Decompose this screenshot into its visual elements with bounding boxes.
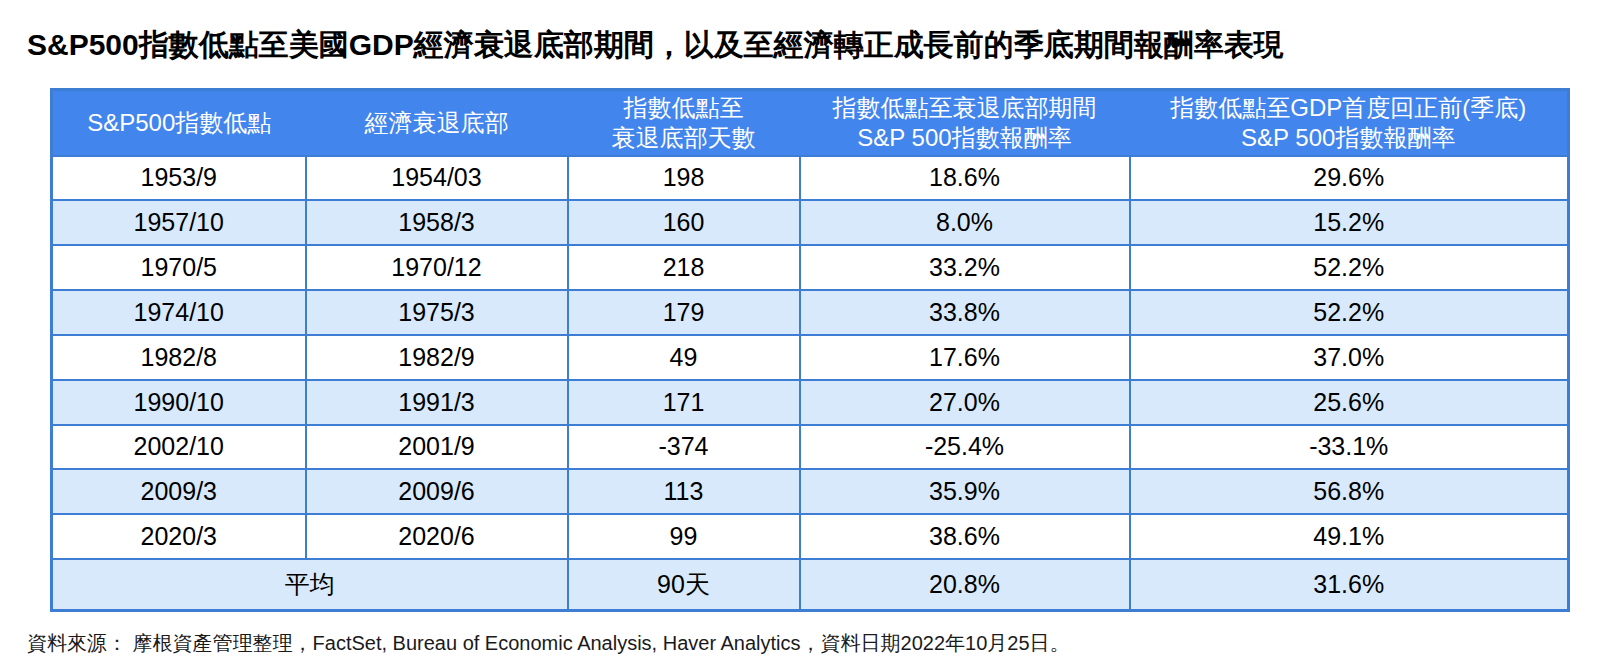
column-header-days: 指數低點至衰退底部天數 <box>568 90 800 156</box>
table-cell: 38.6% <box>800 514 1130 559</box>
table-cell: 198 <box>568 156 800 201</box>
column-header-gdp-return: 指數低點至GDP首度回正前(季底)S&P 500指數報酬率 <box>1130 90 1569 156</box>
table-cell: 2002/10 <box>52 425 306 470</box>
returns-table: S&P500指數低點 經濟衰退底部 指數低點至衰退底部天數 指數低點至衰退底部期… <box>50 88 1570 612</box>
table-cell: 8.0% <box>800 200 1130 245</box>
table-row: 2002/10 2001/9 -374 -25.4% -33.1% <box>52 425 1569 470</box>
table-cell: 33.8% <box>800 290 1130 335</box>
table-row: 1953/9 1954/03 198 18.6% 29.6% <box>52 156 1569 201</box>
average-days-cell: 90天 <box>568 559 800 610</box>
table-cell: 113 <box>568 469 800 514</box>
header-line: 指數低點至 <box>568 93 800 123</box>
table-cell: 1975/3 <box>306 290 568 335</box>
average-label-cell: 平均 <box>52 559 568 610</box>
table-cell: 17.6% <box>800 335 1130 380</box>
table-cell: -374 <box>568 425 800 470</box>
header-row: S&P500指數低點 經濟衰退底部 指數低點至衰退底部天數 指數低點至衰退底部期… <box>52 90 1569 156</box>
table-row: 1990/10 1991/3 171 27.0% 25.6% <box>52 380 1569 425</box>
table-cell: 1953/9 <box>52 156 306 201</box>
table-row: 1957/10 1958/3 160 8.0% 15.2% <box>52 200 1569 245</box>
source-note: 資料來源： 摩根資產管理整理，FactSet, Bureau of Econom… <box>27 630 1070 656</box>
table-cell: 2001/9 <box>306 425 568 470</box>
header-line: S&P500指數低點 <box>53 108 306 138</box>
header-line: S&P 500指數報酬率 <box>1130 123 1568 153</box>
column-header-recession-bottom: 經濟衰退底部 <box>306 90 568 156</box>
table-cell: -33.1% <box>1130 425 1569 470</box>
table-cell: 1982/8 <box>52 335 306 380</box>
table-cell: 99 <box>568 514 800 559</box>
header-line: 經濟衰退底部 <box>306 108 568 138</box>
table-cell: 1970/12 <box>306 245 568 290</box>
table-cell: 1991/3 <box>306 380 568 425</box>
table-cell: 1970/5 <box>52 245 306 290</box>
table-cell: 171 <box>568 380 800 425</box>
table-cell: 1958/3 <box>306 200 568 245</box>
table-cell: 49 <box>568 335 800 380</box>
header-line: S&P 500指數報酬率 <box>800 123 1130 153</box>
column-header-recession-return: 指數低點至衰退底部期間S&P 500指數報酬率 <box>800 90 1130 156</box>
table-cell: 1974/10 <box>52 290 306 335</box>
table-cell: 49.1% <box>1130 514 1569 559</box>
table-cell: 160 <box>568 200 800 245</box>
table-row: 1974/10 1975/3 179 33.8% 52.2% <box>52 290 1569 335</box>
average-gdp-return-cell: 31.6% <box>1130 559 1569 610</box>
average-recession-return-cell: 20.8% <box>800 559 1130 610</box>
table-row: 2009/3 2009/6 113 35.9% 56.8% <box>52 469 1569 514</box>
table-cell: 18.6% <box>800 156 1130 201</box>
table-cell: 52.2% <box>1130 245 1569 290</box>
table-cell: 37.0% <box>1130 335 1569 380</box>
table-cell: 52.2% <box>1130 290 1569 335</box>
table-cell: 35.9% <box>800 469 1130 514</box>
header-line: 指數低點至GDP首度回正前(季底) <box>1130 93 1568 123</box>
table-cell: 1990/10 <box>52 380 306 425</box>
average-row: 平均 90天 20.8% 31.6% <box>52 559 1569 610</box>
table-body: 1953/9 1954/03 198 18.6% 29.6% 1957/10 1… <box>52 156 1569 611</box>
table-cell: 1982/9 <box>306 335 568 380</box>
table-cell: 2009/3 <box>52 469 306 514</box>
table-cell: 15.2% <box>1130 200 1569 245</box>
table-row: 1970/5 1970/12 218 33.2% 52.2% <box>52 245 1569 290</box>
table-cell: 179 <box>568 290 800 335</box>
table-cell: 1954/03 <box>306 156 568 201</box>
table-cell: 1957/10 <box>52 200 306 245</box>
header-line: 指數低點至衰退底部期間 <box>800 93 1130 123</box>
table-row: 1982/8 1982/9 49 17.6% 37.0% <box>52 335 1569 380</box>
table-row: 2020/3 2020/6 99 38.6% 49.1% <box>52 514 1569 559</box>
page-title: S&P500指數低點至美國GDP經濟衰退底部期間，以及至經濟轉正成長前的季底期間… <box>27 28 1284 62</box>
table-cell: 2020/3 <box>52 514 306 559</box>
table-header: S&P500指數低點 經濟衰退底部 指數低點至衰退底部天數 指數低點至衰退底部期… <box>52 90 1569 156</box>
table-cell: 56.8% <box>1130 469 1569 514</box>
column-header-sp500-low: S&P500指數低點 <box>52 90 306 156</box>
table-cell: 2009/6 <box>306 469 568 514</box>
table-cell: 2020/6 <box>306 514 568 559</box>
table-cell: 25.6% <box>1130 380 1569 425</box>
table-cell: -25.4% <box>800 425 1130 470</box>
table-cell: 29.6% <box>1130 156 1569 201</box>
table-cell: 33.2% <box>800 245 1130 290</box>
table-cell: 27.0% <box>800 380 1130 425</box>
header-line: 衰退底部天數 <box>568 123 800 153</box>
table-cell: 218 <box>568 245 800 290</box>
